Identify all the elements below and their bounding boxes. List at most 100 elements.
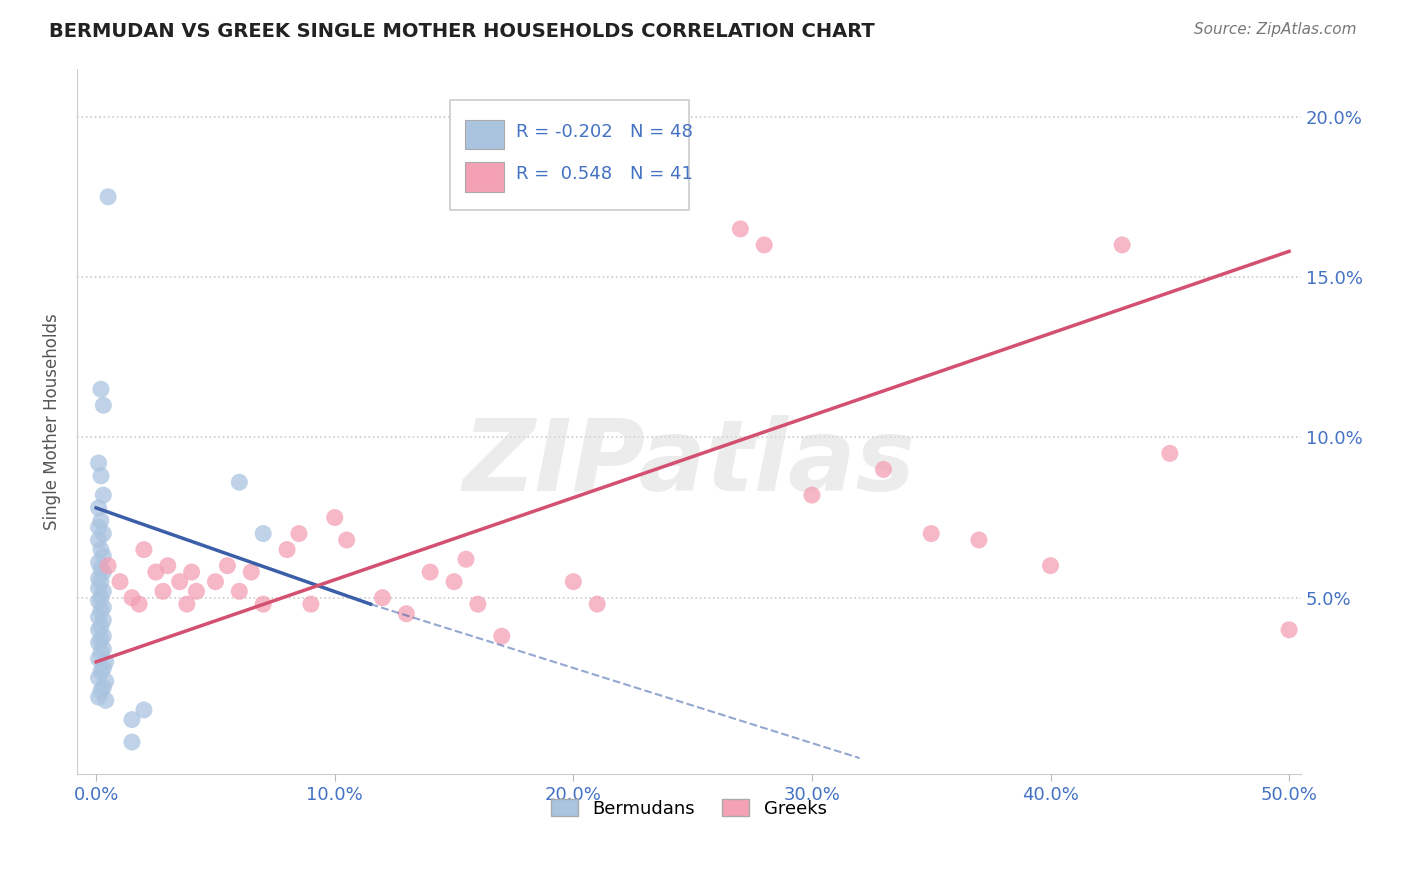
Point [419, 565, 441, 579]
Point [920, 526, 942, 541]
Point [91, 565, 114, 579]
Point [90, 514, 112, 528]
Point [252, 597, 274, 611]
Point [586, 597, 609, 611]
FancyBboxPatch shape [450, 100, 689, 210]
Point [454, 552, 477, 566]
Point [91, 642, 114, 657]
Point [87, 623, 110, 637]
Text: Source: ZipAtlas.com: Source: ZipAtlas.com [1194, 22, 1357, 37]
Point [91, 681, 114, 695]
Text: N = 48: N = 48 [630, 123, 693, 141]
Text: BERMUDAN VS GREEK SINGLE MOTHER HOUSEHOLDS CORRELATION CHART: BERMUDAN VS GREEK SINGLE MOTHER HOUSEHOL… [49, 22, 875, 41]
Point [87, 651, 110, 665]
Point [467, 597, 489, 611]
Point [108, 574, 131, 589]
Point [94, 674, 117, 689]
Point [90, 542, 112, 557]
Point [87, 671, 110, 685]
Point [121, 735, 143, 749]
Point [217, 558, 239, 573]
Point [132, 703, 155, 717]
Point [87, 520, 110, 534]
Point [132, 542, 155, 557]
Point [186, 584, 208, 599]
Point [180, 565, 202, 579]
Point [87, 572, 110, 586]
Point [91, 584, 114, 599]
Point [87, 581, 110, 595]
Point [91, 549, 114, 563]
Point [336, 533, 359, 547]
Legend: Bermudans, Greeks: Bermudans, Greeks [544, 792, 834, 825]
Text: R = -0.202: R = -0.202 [516, 123, 613, 141]
Point [299, 597, 322, 611]
Point [87, 610, 110, 624]
Point [90, 562, 112, 576]
Point [90, 665, 112, 679]
Text: ZIPatlas: ZIPatlas [463, 415, 915, 512]
Text: R =  0.548: R = 0.548 [516, 165, 613, 184]
Point [87, 635, 110, 649]
Point [91, 613, 114, 627]
Point [90, 468, 112, 483]
Point [872, 462, 894, 476]
Point [90, 591, 112, 605]
Text: N = 41: N = 41 [630, 165, 693, 184]
Point [87, 456, 110, 470]
Point [94, 655, 117, 669]
Point [128, 597, 150, 611]
Point [145, 565, 167, 579]
Point [754, 238, 776, 252]
Point [730, 222, 752, 236]
Point [152, 584, 174, 599]
Point [1159, 446, 1181, 460]
Point [228, 475, 250, 490]
Point [91, 629, 114, 643]
Point [1278, 623, 1301, 637]
Y-axis label: Single Mother Households: Single Mother Households [44, 313, 60, 530]
Point [240, 565, 263, 579]
Point [87, 594, 110, 608]
Point [371, 591, 394, 605]
Point [90, 683, 112, 698]
Point [800, 488, 823, 502]
Point [91, 661, 114, 675]
Point [87, 556, 110, 570]
Point [1111, 238, 1133, 252]
Point [94, 693, 117, 707]
Point [97, 190, 120, 204]
Point [276, 542, 298, 557]
Point [169, 574, 191, 589]
Point [323, 510, 346, 524]
Point [91, 600, 114, 615]
Point [87, 500, 110, 515]
Point [252, 526, 274, 541]
Point [87, 533, 110, 547]
Point [121, 713, 143, 727]
Point [97, 558, 120, 573]
Point [288, 526, 311, 541]
Point [90, 603, 112, 617]
Point [87, 690, 110, 705]
FancyBboxPatch shape [465, 161, 505, 192]
Point [91, 526, 114, 541]
Point [90, 619, 112, 633]
Point [562, 574, 585, 589]
Point [91, 488, 114, 502]
Point [176, 597, 198, 611]
Point [90, 645, 112, 659]
FancyBboxPatch shape [465, 120, 505, 149]
Point [1039, 558, 1062, 573]
Point [156, 558, 179, 573]
Point [395, 607, 418, 621]
Point [90, 382, 112, 396]
Point [443, 574, 465, 589]
Point [204, 574, 226, 589]
Point [491, 629, 513, 643]
Point [967, 533, 990, 547]
Point [90, 632, 112, 647]
Point [121, 591, 143, 605]
Point [91, 398, 114, 412]
Point [228, 584, 250, 599]
